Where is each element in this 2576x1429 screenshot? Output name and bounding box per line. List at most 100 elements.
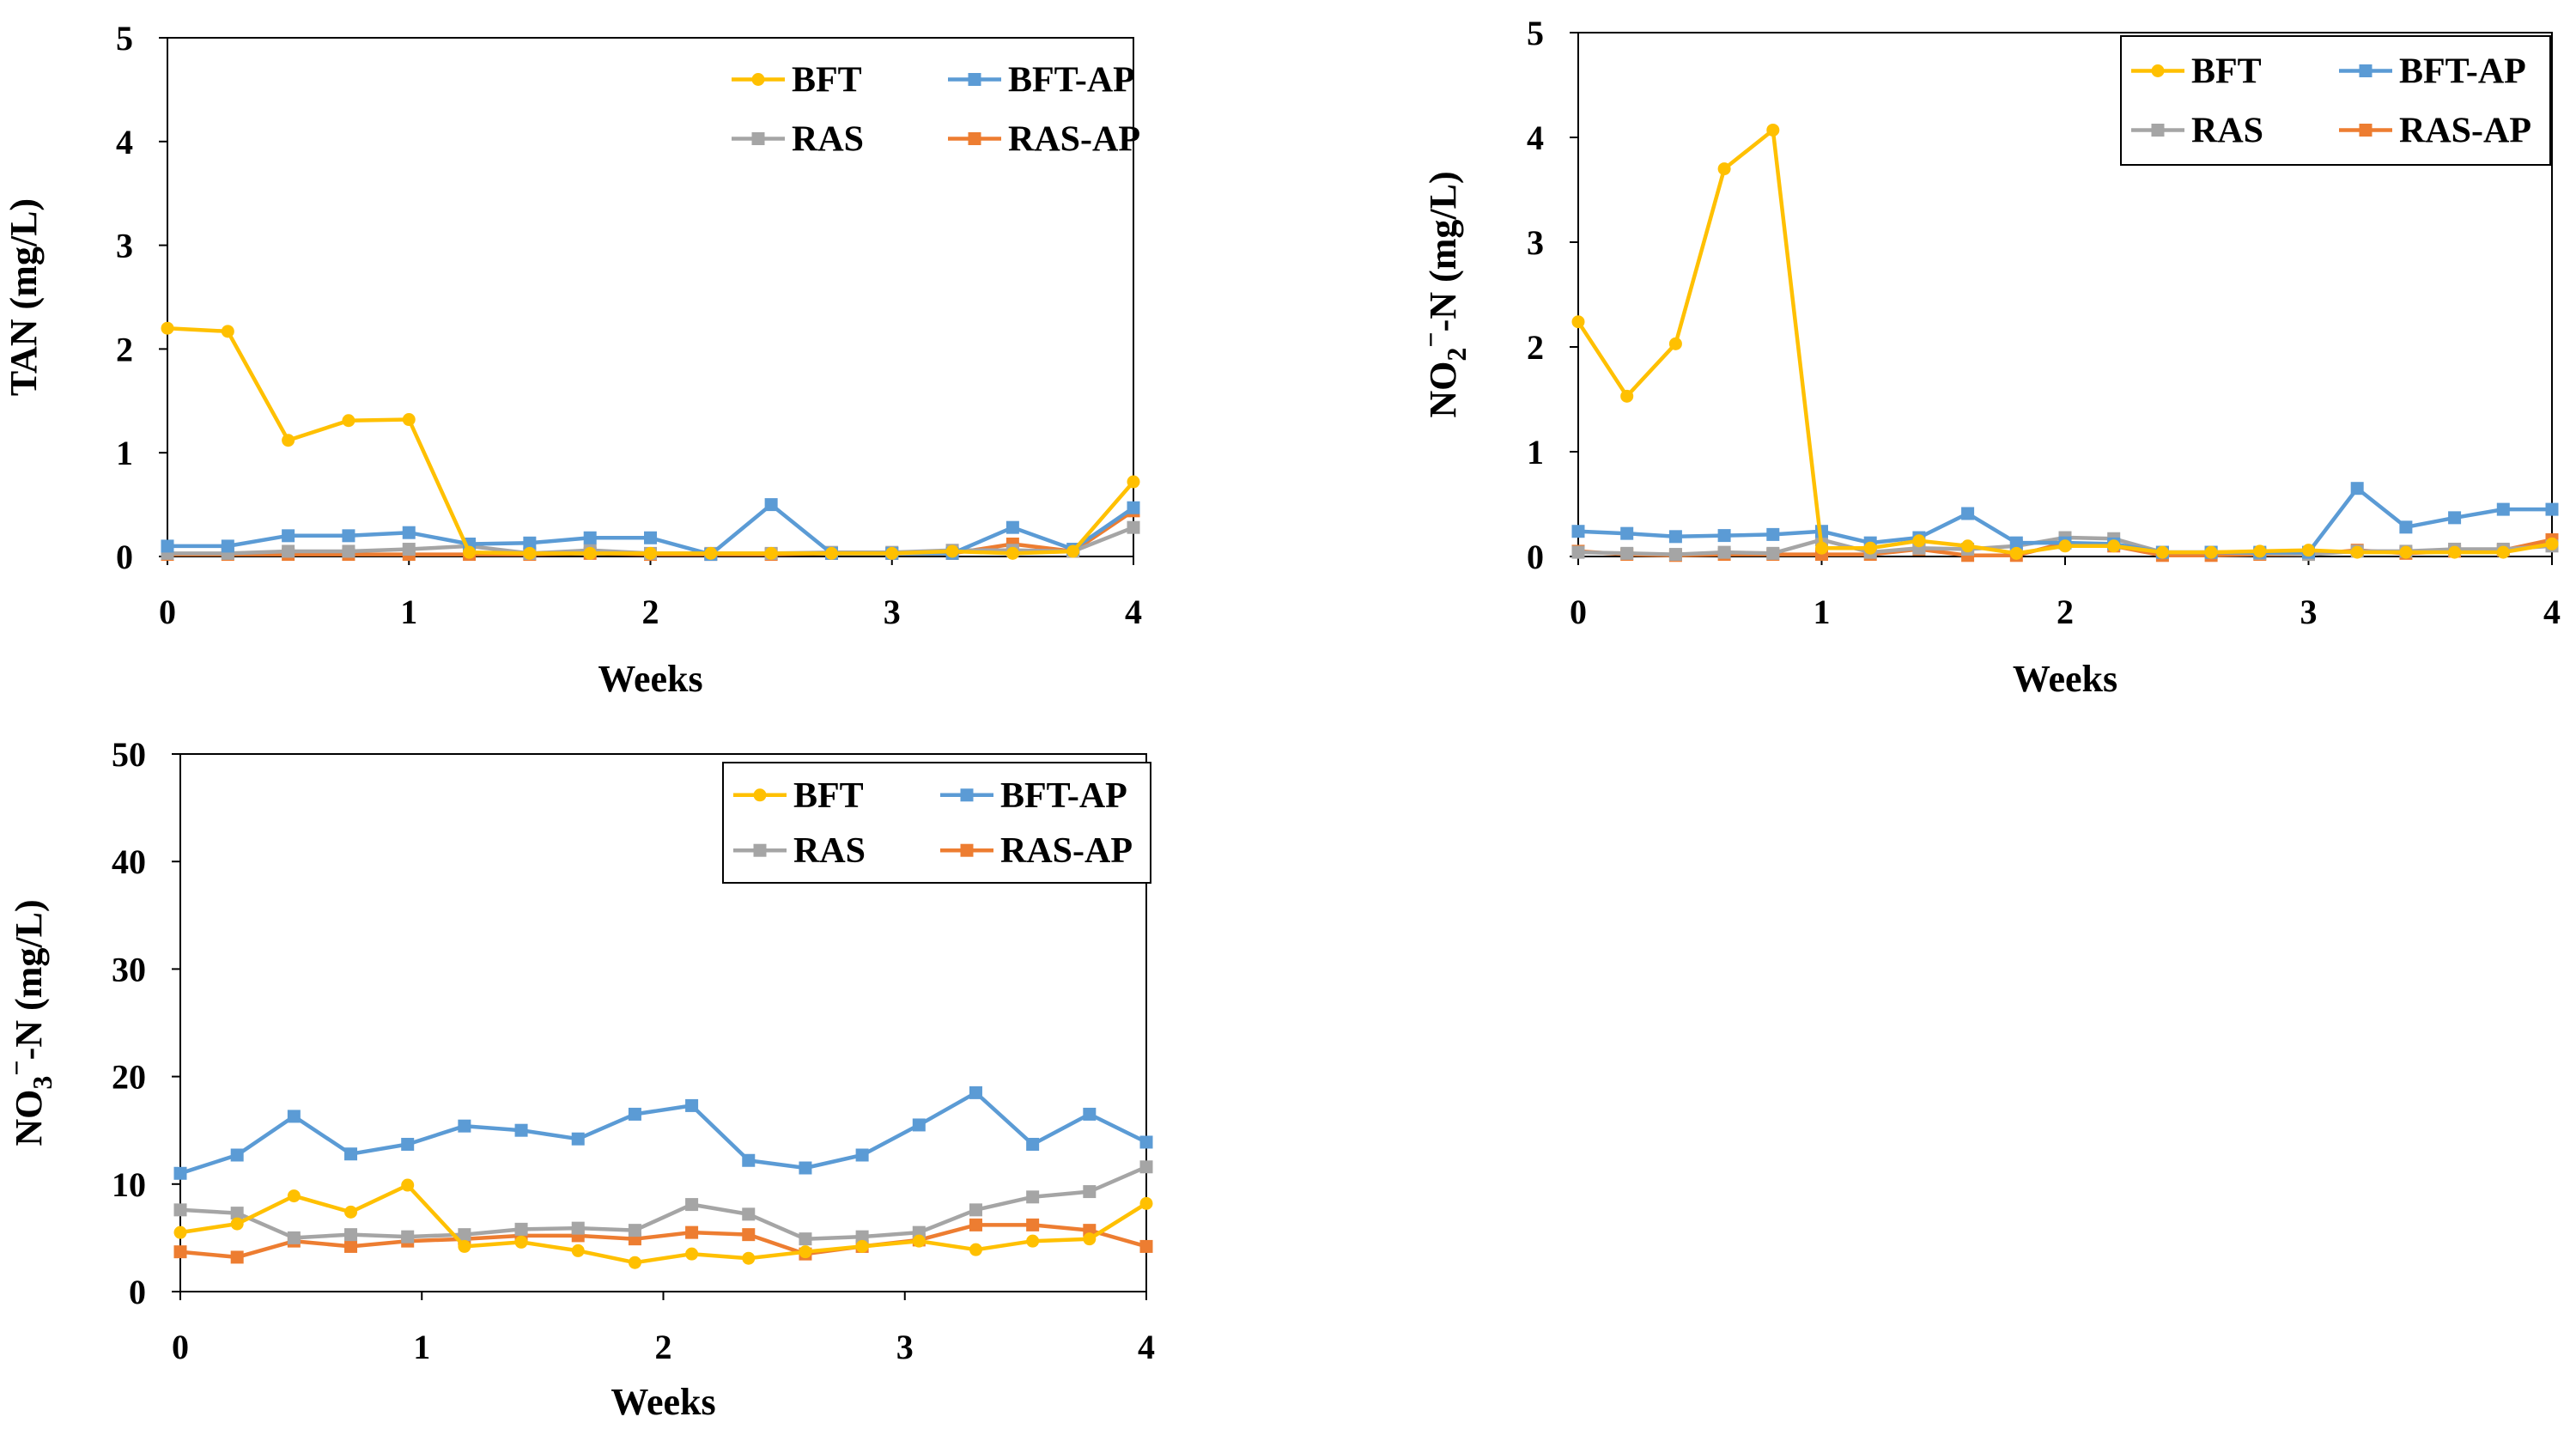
data-point	[1668, 337, 1682, 350]
data-point	[1571, 545, 1585, 559]
data-point	[685, 1098, 699, 1112]
data-point	[344, 1205, 358, 1219]
data-point	[1961, 507, 1975, 520]
data-point	[1139, 1160, 1153, 1174]
data-point	[1127, 501, 1140, 514]
data-point	[1668, 548, 1682, 562]
data-point	[2350, 482, 2364, 496]
tan-chart: 0 1 2 3 4 0 1 2 3 4 5 Weeks TAN (mg/L) BFT BFT-AP RAS RA…	[3, 19, 1142, 700]
data-point	[583, 531, 597, 544]
y-axis-title-part: NO	[1422, 362, 1464, 418]
legend-label: BFT-AP	[2399, 52, 2526, 92]
data-point	[799, 1245, 812, 1259]
data-point	[628, 1107, 641, 1121]
x-axis-title: Weeks	[2013, 658, 2117, 700]
data-point	[2009, 546, 2023, 560]
legend-marker	[2151, 64, 2165, 77]
data-point	[458, 1228, 471, 1242]
data-point	[221, 325, 234, 338]
data-point	[912, 1234, 926, 1248]
data-point	[1620, 546, 1634, 560]
y-axis-title-part: 3	[27, 1076, 58, 1090]
data-point	[514, 1222, 528, 1236]
legend-item-ras: RAS	[732, 120, 864, 160]
y-tick-label: 30	[112, 950, 146, 988]
legend-item-ras-ap: RAS-AP	[2339, 112, 2531, 151]
data-point	[1815, 541, 1828, 555]
data-point	[1717, 545, 1731, 559]
data-point	[969, 1218, 982, 1231]
data-point	[401, 1178, 415, 1192]
data-point	[342, 414, 355, 428]
x-tick-label: 4	[1138, 1328, 1155, 1366]
x-tick-label: 2	[642, 593, 659, 631]
data-point	[1961, 539, 1975, 553]
data-point	[855, 1239, 869, 1253]
data-point	[1717, 529, 1731, 543]
data-point	[628, 1224, 641, 1237]
data-point	[514, 1235, 528, 1249]
data-point	[1620, 526, 1634, 540]
x-tick-label: 3	[884, 593, 901, 631]
data-point	[2253, 544, 2267, 558]
data-point	[1026, 1218, 1040, 1231]
data-point	[342, 544, 355, 558]
data-point	[161, 321, 174, 335]
data-point	[230, 1217, 244, 1231]
data-point	[523, 536, 537, 550]
y-tick-label: 0	[1527, 538, 1544, 576]
data-point	[685, 1198, 699, 1212]
data-point	[1668, 530, 1682, 544]
legend-frame	[2120, 35, 2551, 166]
data-point	[742, 1153, 756, 1167]
legend-label: BFT	[793, 776, 864, 816]
data-point	[855, 1148, 869, 1162]
data-point	[1026, 1234, 1040, 1248]
data-point	[799, 1232, 812, 1246]
y-axis-title-part: NO	[8, 1090, 50, 1146]
data-point	[523, 546, 537, 560]
y-tick-label: 10	[112, 1165, 146, 1204]
data-point	[2399, 520, 2413, 534]
data-point	[2009, 536, 2023, 550]
legend-item-bft-ap: BFT-AP	[940, 776, 1127, 816]
legend-label: RAS-AP	[1000, 831, 1133, 871]
data-point	[287, 1110, 301, 1123]
data-point	[402, 413, 416, 427]
data-point	[571, 1221, 585, 1235]
data-point	[402, 526, 416, 539]
y-tick-label: 3	[1527, 223, 1544, 262]
data-point	[342, 529, 355, 543]
data-point	[287, 1189, 301, 1203]
data-point	[1005, 546, 1019, 560]
data-point	[685, 1247, 699, 1261]
data-point	[644, 531, 657, 544]
data-point	[885, 546, 899, 560]
series-bft	[173, 1178, 1153, 1269]
legend-marker	[960, 788, 974, 802]
data-point	[230, 1250, 244, 1264]
data-point	[704, 546, 718, 560]
y-tick-label: 20	[112, 1058, 146, 1097]
data-point	[463, 545, 477, 559]
data-point	[799, 1161, 812, 1175]
data-point	[401, 1230, 415, 1244]
data-point	[764, 546, 778, 560]
y-tick-label: 5	[1527, 14, 1544, 52]
data-point	[764, 498, 778, 512]
series-line	[179, 1091, 1147, 1176]
data-point	[583, 546, 597, 560]
series-line	[179, 1223, 1147, 1260]
y-tick-label: 0	[129, 1273, 146, 1311]
legend-label: BFT	[2191, 52, 2262, 92]
data-point	[1127, 520, 1140, 534]
data-point	[1766, 527, 1780, 541]
legend-label: RAS	[792, 120, 864, 160]
series-bft	[161, 321, 1140, 560]
data-point	[458, 1119, 471, 1133]
legend-marker	[753, 788, 767, 802]
data-point	[173, 1225, 187, 1239]
legend-label: RAS	[793, 831, 866, 871]
data-point	[2545, 502, 2559, 516]
